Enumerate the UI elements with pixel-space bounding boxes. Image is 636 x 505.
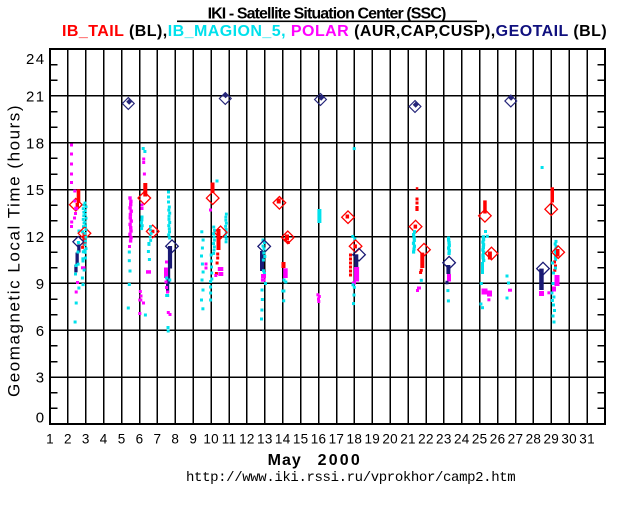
svg-text:3: 3 — [82, 432, 90, 447]
svg-text:6: 6 — [36, 323, 46, 340]
svg-text:25: 25 — [472, 432, 488, 447]
svg-text:20: 20 — [382, 432, 398, 447]
svg-text:13: 13 — [257, 432, 273, 447]
svg-text:May: May — [268, 452, 302, 469]
svg-text:11: 11 — [222, 432, 237, 447]
svg-text:26: 26 — [490, 432, 506, 447]
svg-text:19: 19 — [364, 432, 380, 447]
svg-text:15: 15 — [26, 182, 46, 199]
svg-text:6: 6 — [136, 432, 144, 447]
svg-text:4: 4 — [100, 432, 108, 447]
svg-text:24: 24 — [26, 51, 46, 68]
svg-text:3: 3 — [36, 370, 46, 387]
svg-text:18: 18 — [26, 135, 46, 152]
svg-text:0: 0 — [36, 410, 46, 427]
svg-text:2: 2 — [64, 432, 72, 447]
svg-text:10: 10 — [203, 432, 219, 447]
svg-text:9: 9 — [36, 276, 46, 293]
svg-text:21: 21 — [400, 432, 416, 447]
svg-text:29: 29 — [543, 432, 559, 447]
svg-text:9: 9 — [189, 432, 197, 447]
svg-text:30: 30 — [561, 432, 577, 447]
svg-text:28: 28 — [526, 432, 542, 447]
svg-text:15: 15 — [293, 432, 309, 447]
svg-text:14: 14 — [275, 432, 291, 447]
svg-text:23: 23 — [436, 432, 452, 447]
svg-text:27: 27 — [508, 432, 524, 447]
svg-text:17: 17 — [329, 432, 345, 447]
svg-text:Geomagnetic Local Time (hours): Geomagnetic Local Time (hours) — [5, 104, 24, 397]
svg-text:31: 31 — [579, 432, 595, 447]
svg-text:IB_TAIL (BL),IB_MAGION_5, POLA: IB_TAIL (BL),IB_MAGION_5, POLAR (AUR,CAP… — [62, 23, 607, 40]
svg-text:24: 24 — [454, 432, 470, 447]
svg-text:7: 7 — [154, 432, 162, 447]
svg-text:18: 18 — [347, 432, 363, 447]
svg-text:5: 5 — [118, 432, 126, 447]
svg-text:IKI - Satellite Situation Cent: IKI - Satellite Situation Center (SSC) — [208, 6, 446, 23]
svg-text:16: 16 — [311, 432, 327, 447]
svg-text:8: 8 — [171, 432, 179, 447]
svg-text:22: 22 — [418, 432, 434, 447]
svg-text:21: 21 — [26, 88, 46, 105]
svg-text:12: 12 — [26, 229, 46, 246]
svg-text:12: 12 — [239, 432, 255, 447]
svg-text:http://www.iki.rssi.ru/vprokho: http://www.iki.rssi.ru/vprokhor/camp2.ht… — [186, 470, 515, 486]
svg-text:2000: 2000 — [318, 452, 362, 469]
svg-text:1: 1 — [46, 432, 54, 447]
